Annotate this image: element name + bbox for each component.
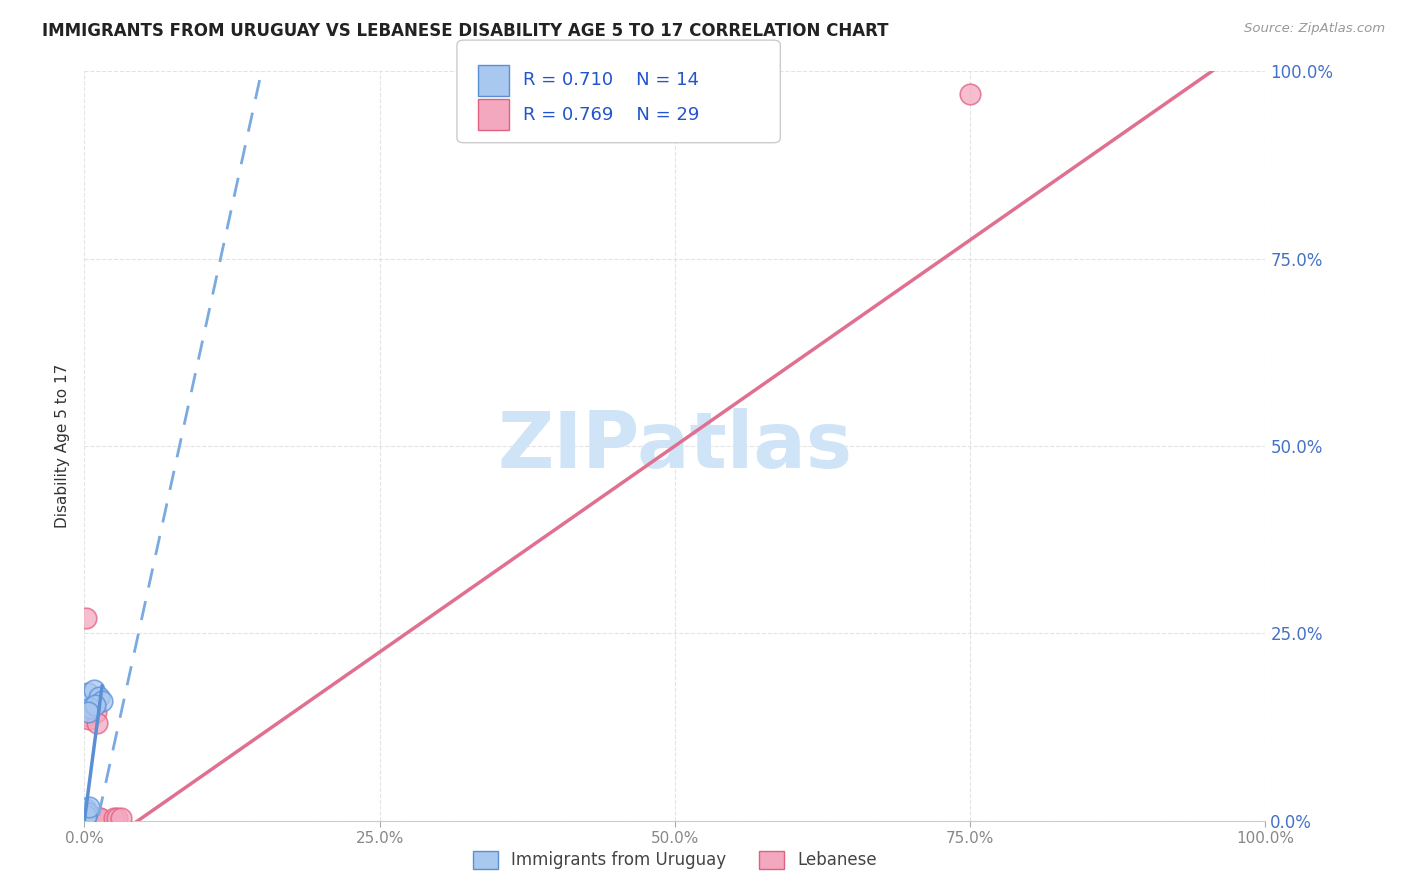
Text: R = 0.769    N = 29: R = 0.769 N = 29 — [523, 106, 699, 124]
Point — [75, 811, 97, 825]
Point — [76, 810, 98, 824]
Point — [86, 716, 108, 731]
Point — [77, 705, 100, 719]
Point — [73, 811, 96, 825]
Text: ZIPatlas: ZIPatlas — [498, 408, 852, 484]
Point — [89, 811, 111, 825]
Point — [75, 813, 97, 827]
Point — [77, 800, 100, 814]
Point — [80, 812, 103, 826]
Point — [75, 802, 97, 816]
Point — [75, 812, 97, 826]
Point — [79, 701, 101, 715]
Point — [76, 805, 98, 819]
Point — [84, 698, 107, 712]
Point — [83, 810, 105, 824]
Point — [87, 690, 110, 704]
Point — [103, 811, 125, 825]
Text: Source: ZipAtlas.com: Source: ZipAtlas.com — [1244, 22, 1385, 36]
Point — [82, 812, 104, 826]
Point — [84, 811, 107, 825]
Point — [77, 708, 100, 723]
Text: IMMIGRANTS FROM URUGUAY VS LEBANESE DISABILITY AGE 5 TO 17 CORRELATION CHART: IMMIGRANTS FROM URUGUAY VS LEBANESE DISA… — [42, 22, 889, 40]
Point — [91, 694, 114, 708]
Point — [73, 812, 96, 826]
Point — [77, 713, 100, 727]
Point — [76, 806, 98, 821]
Point — [75, 611, 97, 625]
Y-axis label: Disability Age 5 to 17: Disability Age 5 to 17 — [55, 364, 70, 528]
Point — [73, 811, 96, 825]
Point — [959, 87, 981, 101]
Point — [79, 811, 101, 825]
Point — [76, 811, 98, 825]
Point — [75, 807, 97, 822]
Point — [107, 811, 129, 825]
Point — [79, 810, 101, 824]
Point — [75, 811, 97, 825]
Point — [77, 686, 100, 700]
Point — [82, 811, 104, 825]
Point — [83, 811, 105, 825]
Legend: Immigrants from Uruguay, Lebanese: Immigrants from Uruguay, Lebanese — [465, 844, 884, 876]
Point — [87, 811, 110, 825]
Point — [83, 682, 105, 697]
Point — [80, 811, 103, 825]
Point — [76, 809, 98, 823]
Point — [84, 705, 107, 719]
Point — [110, 811, 132, 825]
Text: R = 0.710    N = 14: R = 0.710 N = 14 — [523, 71, 699, 89]
Point — [76, 811, 98, 825]
